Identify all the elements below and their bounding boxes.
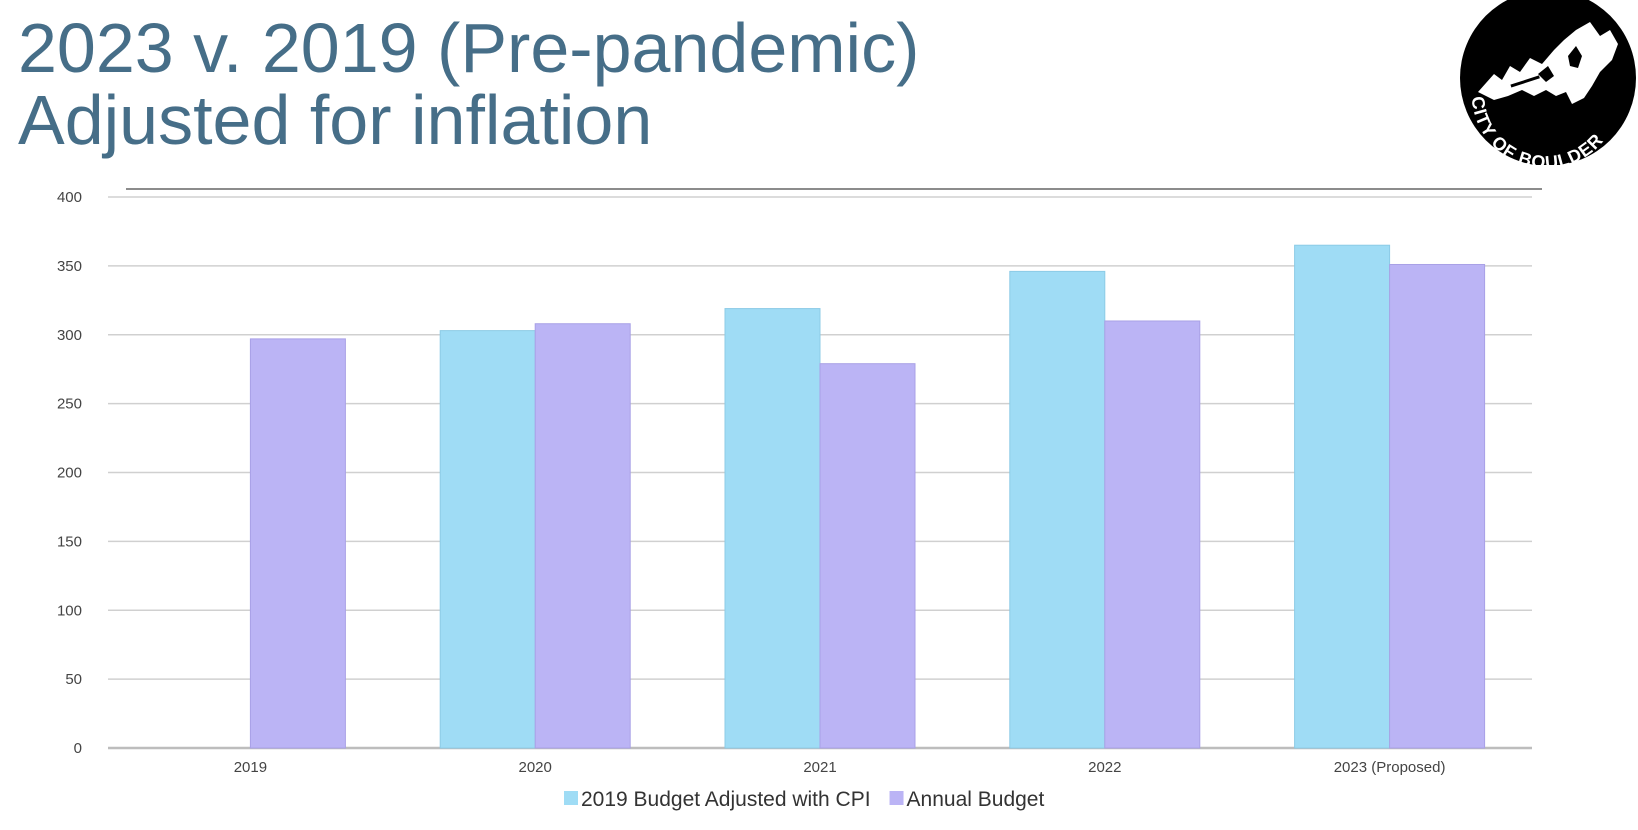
y-tick-label: 400 xyxy=(57,189,82,206)
x-tick-label: 2022 xyxy=(1088,759,1121,776)
legend-label: Annual Budget xyxy=(907,788,1045,811)
y-tick-label: 300 xyxy=(57,327,82,344)
city-of-boulder-logo: CITY OF BOULDER xyxy=(1450,0,1638,165)
y-tick-label: 250 xyxy=(57,396,82,413)
y-tick-label: 150 xyxy=(57,533,82,550)
y-tick-label: 200 xyxy=(57,465,82,482)
x-tick-label: 2019 xyxy=(234,759,267,776)
x-tick-label: 2023 (Proposed) xyxy=(1334,759,1446,776)
title-line-2: Adjusted for inflation xyxy=(18,81,653,159)
bar-annual-budget xyxy=(1389,263,1486,749)
mountain-icon xyxy=(1478,22,1618,104)
bar-annual-budget xyxy=(1104,320,1201,749)
slide-title: 2023 v. 2019 (Pre-pandemic) Adjusted for… xyxy=(18,12,919,156)
y-tick-label: 0 xyxy=(74,740,82,757)
bar-annual-budget xyxy=(249,338,346,749)
bar-adjusted-cpi xyxy=(1294,244,1391,749)
title-line-1: 2023 v. 2019 (Pre-pandemic) xyxy=(18,9,920,87)
x-tick-label: 2021 xyxy=(803,759,836,776)
title-divider xyxy=(126,188,1542,190)
legend-label: 2019 Budget Adjusted with CPI xyxy=(581,788,871,811)
x-tick-label: 2020 xyxy=(519,759,552,776)
legend-swatch xyxy=(564,791,578,805)
bar-adjusted-cpi xyxy=(724,308,821,749)
legend-swatch xyxy=(889,791,904,805)
y-tick-label: 50 xyxy=(65,671,82,688)
bar-adjusted-cpi xyxy=(439,330,536,749)
bar-adjusted-cpi xyxy=(1009,270,1106,749)
bar-annual-budget xyxy=(819,363,916,749)
y-tick-label: 100 xyxy=(57,602,82,619)
bar-annual-budget xyxy=(534,323,631,749)
y-tick-label: 350 xyxy=(57,258,82,275)
